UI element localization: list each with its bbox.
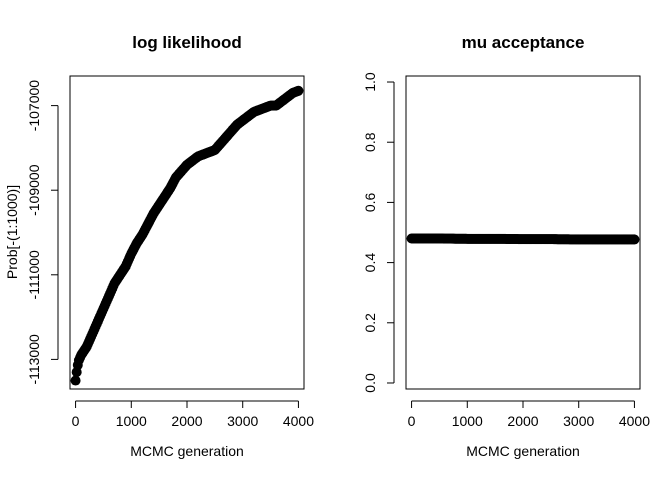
x-tick-label: 3000 [227,413,258,429]
data-point [70,375,81,386]
data-point [629,234,640,245]
plot-frame [405,75,641,390]
x-tick-label: 4000 [619,413,650,429]
plot-frame [69,75,305,390]
y-tick-label: 0.8 [362,132,378,152]
data-points [406,233,640,245]
log-likelihood-panel: log likelihood 0 1000 2000 3000 4000 -113000… [4,33,314,459]
x-axis: 0 1000 2000 3000 4000 [72,400,314,429]
x-tick-label: 4000 [283,413,314,429]
y-tick-label: -109000 [26,164,42,216]
y-tick-label: -111000 [26,250,42,300]
x-tick-label: 1000 [116,413,147,429]
mu-acceptance-panel: mu acceptance 0 1000 2000 3000 4000 0.00.20.… [362,33,650,459]
y-tick-label: -107000 [26,80,42,132]
x-axis-label: MCMC generation [130,443,244,459]
x-tick-label: 2000 [507,413,538,429]
y-tick-label: 0.4 [362,253,378,273]
x-tick-label: 3000 [563,413,594,429]
x-axis: 0 1000 2000 3000 4000 [408,400,650,429]
chart-title: log likelihood [132,33,242,52]
data-point [293,85,304,96]
y-tick-label: 0.0 [362,373,378,393]
y-axis-label: Prob[-(1:1000)] [4,185,20,279]
data-points [70,85,304,386]
y-tick-label: -113000 [26,334,42,385]
x-axis-label: MCMC generation [466,443,580,459]
y-axis: -113000 -111000 -109000 -107000 [26,80,59,385]
y-axis: 0.0 0.2 0.4 0.6 0.8 1.0 [362,72,395,393]
y-tick-label: 1.0 [362,72,378,92]
x-tick-label: 2000 [171,413,202,429]
y-tick-label: 0.2 [362,313,378,333]
x-tick-label: 0 [408,413,416,429]
x-tick-label: 1000 [452,413,483,429]
x-tick-label: 0 [72,413,80,429]
y-tick-label: 0.6 [362,192,378,212]
chart-title: mu acceptance [462,33,585,52]
